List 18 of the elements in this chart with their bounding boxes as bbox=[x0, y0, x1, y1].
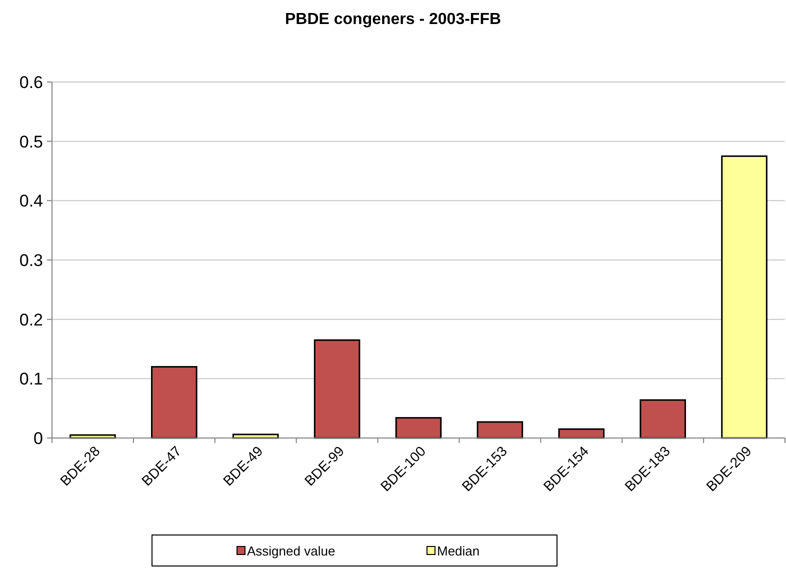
y-tick-label: 0.4 bbox=[19, 192, 43, 211]
y-tick-label: 0.1 bbox=[19, 370, 43, 389]
bar bbox=[151, 366, 198, 439]
legend-label: Assigned value bbox=[247, 544, 336, 558]
legend-label: Median bbox=[437, 544, 480, 558]
y-tick-label: 0.3 bbox=[19, 251, 43, 270]
chart-title: PBDE congeners - 2003-FFB bbox=[284, 11, 502, 28]
y-tick-label: 0.6 bbox=[19, 73, 43, 92]
bar bbox=[314, 339, 360, 439]
bar bbox=[721, 155, 768, 439]
bar bbox=[232, 434, 279, 439]
bar bbox=[640, 399, 686, 439]
y-tick-label: 0.2 bbox=[19, 310, 43, 330]
y-tick-label: 0.5 bbox=[19, 132, 43, 152]
bar bbox=[558, 428, 605, 439]
y-tick-label: 0 bbox=[34, 429, 43, 448]
bar bbox=[395, 417, 442, 439]
bar bbox=[476, 421, 524, 439]
